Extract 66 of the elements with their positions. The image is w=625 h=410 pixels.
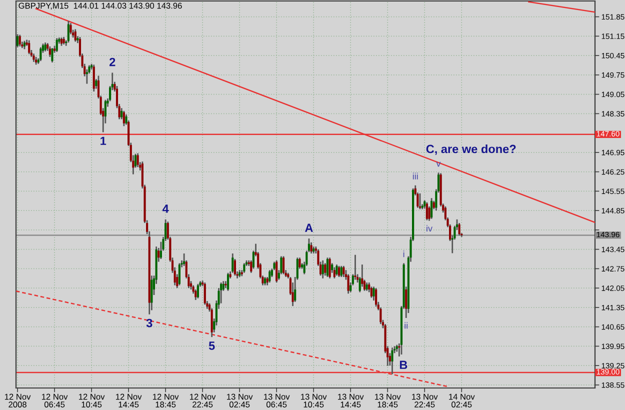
- candlestick: [204, 282, 206, 306]
- annotation: 3: [146, 318, 152, 328]
- candlestick: [347, 274, 350, 294]
- annotation: B: [400, 360, 408, 369]
- candlestick: [310, 242, 312, 254]
- annotation: i: [403, 250, 404, 258]
- candlestick: [342, 265, 345, 278]
- x-tick-label: 13 Nov 18:45: [375, 394, 401, 408]
- x-tick-label: 14 Nov 02:45: [449, 394, 475, 408]
- annotation: ii: [404, 322, 408, 329]
- candlestick: [122, 110, 125, 127]
- candlestick: [56, 37, 58, 53]
- candlestick: [92, 64, 95, 92]
- candlestick: [28, 40, 30, 55]
- annotation: C, are we done?: [426, 144, 516, 155]
- chart-title: GBPJPY,M15 144.01 144.03 143.90 143.96: [18, 2, 182, 10]
- candlestick: [268, 269, 271, 284]
- candlestick: [40, 46, 42, 62]
- x-tick-label: 13 Nov 14:45: [338, 394, 364, 408]
- x-tick-label: 12 Nov 10:45: [78, 394, 105, 408]
- candlestick: [160, 241, 162, 260]
- x-tick-label: 13 Nov 06:45: [264, 394, 290, 408]
- x-tick-label: 12 Nov 2008: [4, 394, 31, 408]
- annotation: A: [305, 224, 313, 232]
- candlestick: [336, 264, 338, 276]
- candlestick: [430, 197, 433, 220]
- candlestick: [136, 152, 139, 168]
- candlestick: [16, 34, 19, 48]
- candlestick: [338, 265, 340, 278]
- candlestick: [276, 260, 278, 284]
- candlestick: [226, 272, 230, 292]
- candlestick: [391, 346, 394, 375]
- candlestick: [326, 256, 329, 278]
- candlestick: [426, 202, 428, 221]
- x-tick-label: 12 Nov 18:45: [153, 394, 179, 408]
- x-tick-label: 12 Nov 06:45: [42, 394, 68, 408]
- candlestick: [18, 34, 21, 48]
- annotation: 2: [110, 58, 116, 66]
- candlestick: [196, 283, 199, 300]
- candlestick: [333, 266, 336, 280]
- x-tick-label: 13 Nov 22:45: [412, 394, 438, 408]
- annotation: 5: [208, 342, 215, 350]
- candlestick: [370, 286, 372, 298]
- candlestick: [282, 256, 285, 275]
- x-tick-label: 12 Nov 22:45: [190, 394, 216, 408]
- candlestick: [375, 287, 378, 308]
- candlestick: [324, 262, 326, 276]
- annotation: v: [436, 162, 441, 167]
- candlestick: [178, 262, 180, 286]
- annotation: iii: [412, 172, 418, 180]
- candlestick: [458, 222, 460, 236]
- candlestick: [67, 20, 70, 44]
- candlestick: [51, 47, 54, 64]
- candlestick: [328, 256, 331, 280]
- candlestick: [340, 265, 342, 278]
- x-tick-label: 13 Nov 02:45: [227, 394, 253, 408]
- annotation: 1: [100, 136, 106, 145]
- candlestick: [210, 308, 213, 338]
- annotation: iv: [426, 224, 432, 232]
- candlestick: [418, 192, 422, 210]
- annotation: 4: [162, 204, 169, 213]
- x-tick-label: 13 Nov 10:45: [301, 394, 327, 408]
- x-tick-label: 12 Nov 14:45: [116, 394, 142, 408]
- candlestick: [243, 262, 246, 274]
- candlestick: [74, 28, 76, 42]
- candlestick: [322, 260, 324, 280]
